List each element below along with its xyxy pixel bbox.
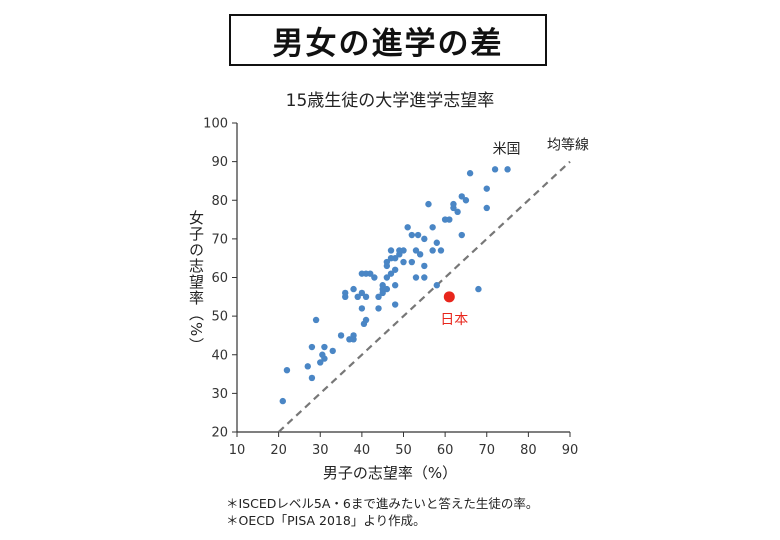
- data-point: [404, 224, 411, 231]
- data-point: [391, 301, 399, 308]
- data-point: [391, 266, 399, 273]
- y-tick-label: 30: [211, 387, 228, 402]
- y-tick-label: 90: [211, 155, 228, 170]
- data-point: [304, 363, 311, 370]
- y-tick-label: 40: [211, 348, 228, 363]
- data-point: [362, 316, 370, 324]
- data-point: [379, 282, 386, 289]
- data-point: [350, 285, 357, 293]
- data-point: [367, 270, 374, 277]
- data-point: [475, 285, 482, 293]
- data-point: [429, 224, 436, 231]
- data-point: [383, 258, 391, 266]
- data-point: [383, 274, 391, 281]
- data-point: [408, 258, 416, 266]
- data-point: [391, 254, 399, 262]
- data-point: [483, 204, 490, 212]
- data-point: [362, 293, 370, 301]
- data-point: [317, 359, 324, 366]
- data-point: [375, 293, 382, 301]
- x-axis-label: 男子の志望率（%）: [322, 464, 458, 482]
- y-tick-label: 100: [203, 117, 228, 132]
- x-tick-label: 40: [354, 443, 371, 458]
- data-point: [466, 170, 474, 177]
- data-point: [375, 305, 382, 312]
- data-point: [321, 343, 328, 351]
- data-point: [308, 343, 316, 351]
- data-point: [450, 200, 457, 208]
- data-point: [391, 282, 399, 289]
- data-point: [446, 216, 453, 223]
- data-point: [421, 235, 428, 243]
- y-axis-label: 女子の志望率（%）: [187, 210, 205, 354]
- data-point: [358, 305, 366, 312]
- data-point: [400, 247, 407, 254]
- data-point: [412, 274, 420, 281]
- data-point: [283, 367, 291, 374]
- chart-subtitle: 15歳生徒の大学進学志望率: [285, 91, 495, 111]
- data-point: [421, 262, 428, 270]
- x-tick-label: 20: [270, 443, 287, 458]
- data-point: [387, 270, 395, 277]
- x-tick-label: 30: [312, 443, 329, 458]
- data-point: [337, 332, 345, 339]
- footnote-2: ＊OECD「PISA 2018」より作成。: [226, 513, 426, 528]
- data-point: [371, 274, 378, 281]
- data-point: [354, 293, 361, 301]
- data-point: [425, 200, 432, 208]
- data-point: [342, 289, 349, 297]
- x-tick-label: 80: [520, 443, 537, 458]
- data-point: [416, 251, 424, 258]
- data-point: [433, 239, 440, 246]
- data-point: [483, 185, 490, 192]
- data-point: [429, 247, 436, 254]
- equality-line: [277, 160, 571, 433]
- label-usa: 米国: [493, 141, 521, 157]
- y-tick-label: 50: [211, 310, 228, 325]
- y-tick-label: 80: [211, 194, 228, 209]
- equality-line-label: 均等線: [547, 137, 589, 154]
- footnote-1: ＊ISCEDレベル5A・6まで進みたいと答えた生徒の率。: [226, 496, 539, 511]
- y-tick-label: 60: [211, 271, 228, 286]
- data-point: [400, 258, 407, 266]
- label-japan: 日本: [440, 312, 468, 328]
- data-point: [412, 247, 420, 254]
- data-point: [433, 282, 440, 289]
- data-point: [462, 197, 470, 204]
- data-point: [458, 193, 465, 200]
- data-point: [491, 166, 499, 173]
- y-tick-label: 20: [211, 426, 228, 441]
- data-point: [312, 316, 320, 324]
- y-tick-label: 70: [211, 232, 228, 247]
- data-point: [421, 274, 428, 281]
- data-point-japan: [443, 291, 455, 303]
- data-point: [414, 231, 422, 239]
- data-point: [458, 231, 465, 239]
- page-title: 男女の進学の差: [229, 14, 547, 66]
- data-point: [437, 247, 445, 254]
- data-point: [350, 336, 357, 343]
- data-point: [321, 355, 328, 362]
- x-tick-label: 10: [229, 443, 246, 458]
- data-point: [504, 166, 511, 173]
- data-point: [454, 208, 461, 216]
- data-point: [383, 285, 391, 293]
- data-point: [308, 374, 316, 382]
- x-tick-label: 50: [395, 443, 412, 458]
- data-point: [408, 231, 416, 239]
- data-point: [387, 247, 395, 254]
- x-tick-label: 70: [478, 443, 495, 458]
- x-tick-label: 60: [437, 443, 454, 458]
- data-point: [329, 347, 336, 355]
- data-point: [279, 397, 286, 405]
- data-point: [358, 289, 366, 297]
- x-tick-label: 90: [562, 443, 579, 458]
